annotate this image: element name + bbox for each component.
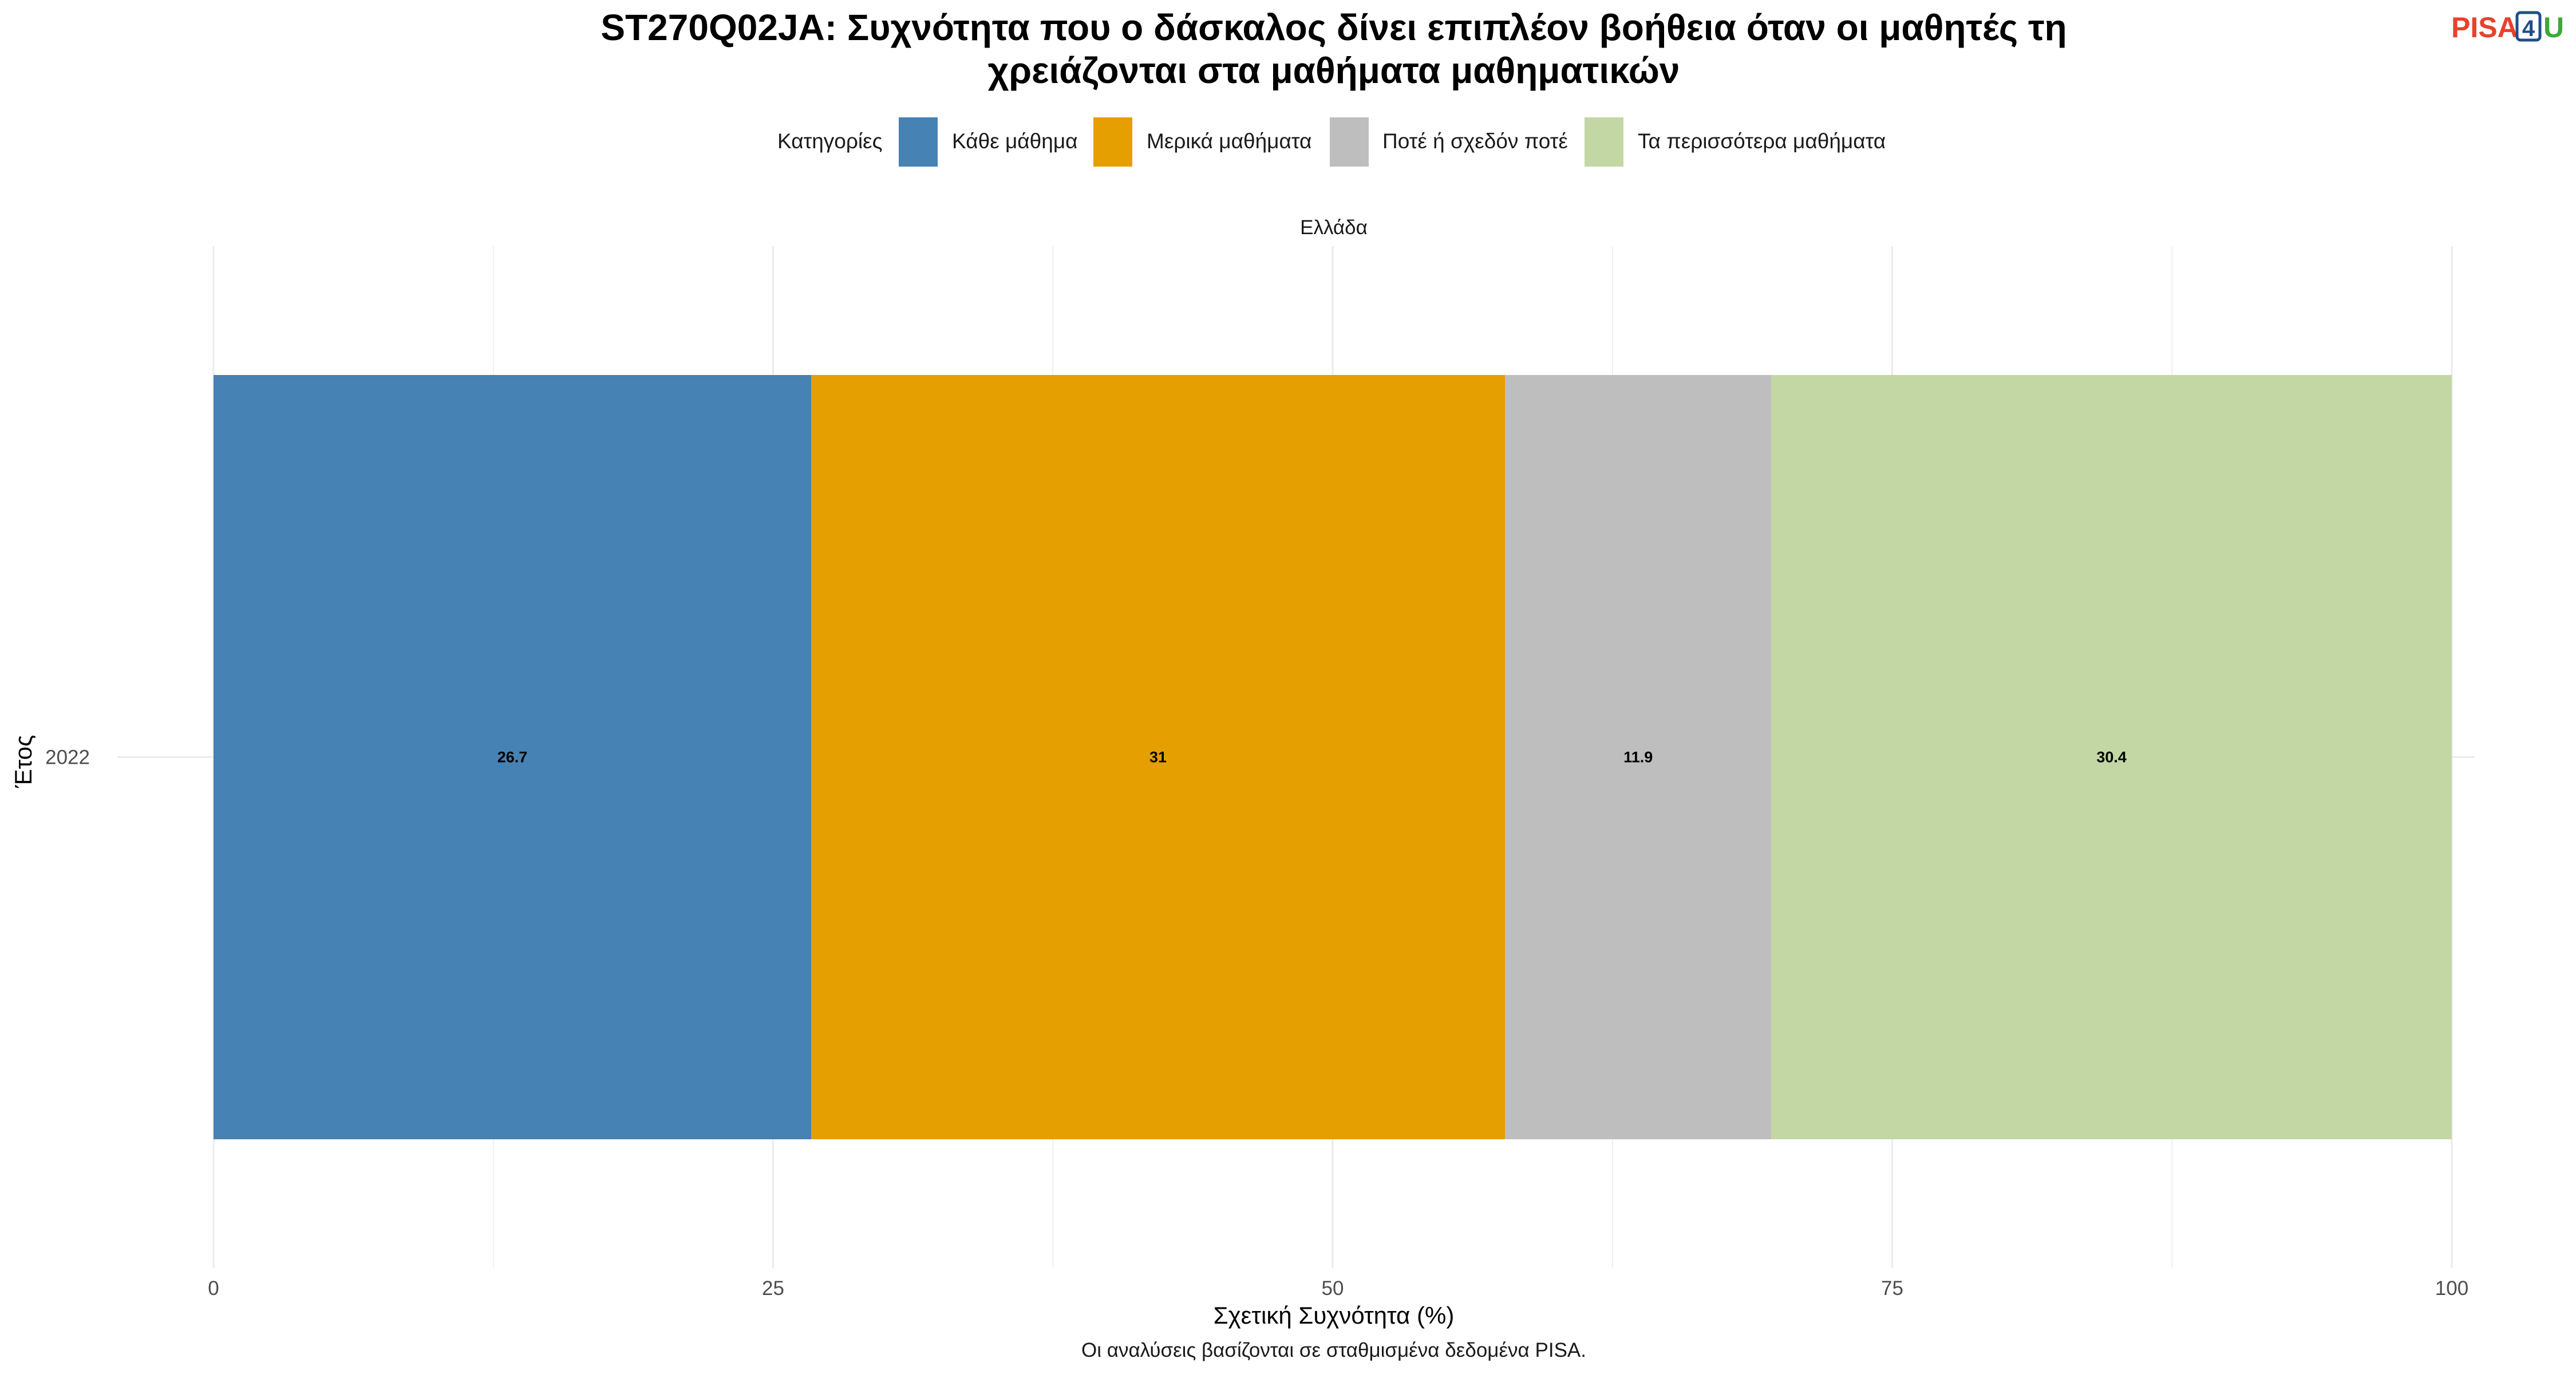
- caption: Οι αναλύσεις βασίζονται σε σταθμισμένα δ…: [1081, 1339, 1586, 1361]
- legend: Κατηγορίες Κάθε μάθημα Μερικά μαθήματα Ποτ…: [777, 117, 1886, 167]
- y-axis-title: Έτος: [10, 735, 37, 789]
- bar-value-label: 11.9: [1623, 749, 1653, 766]
- x-tick-label: 100: [2435, 1277, 2468, 1300]
- bar-segment: [811, 375, 1506, 1139]
- bars: [214, 375, 2452, 1139]
- bar-segment: [214, 375, 811, 1139]
- pisa4u-logo: PISA 4 U: [2451, 11, 2564, 44]
- chart-title-line2: χρειάζονται στα μαθήματα μαθηματικών: [988, 50, 1680, 91]
- x-tick-label: 0: [208, 1277, 219, 1300]
- legend-label: Τα περισσότερα μαθήματα: [1638, 129, 1886, 153]
- bar-labels: 26.7 31 11.9 30.4: [497, 749, 2127, 766]
- legend-key: [1585, 117, 1623, 167]
- legend-key: [899, 117, 938, 167]
- y-axis-ticks: 2022: [45, 747, 90, 769]
- logo-box: [2515, 11, 2542, 42]
- legend-title: Κατηγορίες: [777, 129, 882, 153]
- bar-value-label: 31: [1149, 749, 1167, 766]
- legend-items: Κάθε μάθημα Μερικά μαθήματα Ποτέ ή σχεδόν …: [899, 117, 1886, 167]
- chart-title-line1: ST270Q02JA: Συχνότητα που ο δάσκαλος δίν…: [600, 7, 2067, 48]
- bar-segment: [1505, 375, 1772, 1139]
- legend-label: Κάθε μάθημα: [952, 129, 1078, 153]
- legend-key: [1093, 117, 1132, 167]
- legend-label: Ποτέ ή σχεδόν ποτέ: [1382, 129, 1568, 153]
- x-tick-label: 25: [762, 1277, 784, 1300]
- x-tick-label: 75: [1881, 1277, 1903, 1300]
- x-tick-label: 50: [1322, 1277, 1344, 1300]
- y-tick-label: 2022: [45, 747, 90, 769]
- bar-segment: [1771, 375, 2452, 1139]
- legend-label: Μερικά μαθήματα: [1147, 129, 1311, 153]
- logo-text-u: U: [2543, 11, 2564, 44]
- bar-value-label: 26.7: [497, 749, 528, 766]
- logo-text-pisa: PISA: [2451, 11, 2518, 44]
- facet-label: Ελλάδα: [1300, 216, 1368, 239]
- legend-key: [1330, 117, 1369, 167]
- x-axis-title: Σχετική Συχνότητα (%): [1214, 1302, 1455, 1329]
- x-axis-ticks: 0 25 50 75 100: [208, 1277, 2468, 1300]
- bar-value-label: 30.4: [2096, 749, 2127, 766]
- logo-text-4: 4: [2522, 16, 2535, 41]
